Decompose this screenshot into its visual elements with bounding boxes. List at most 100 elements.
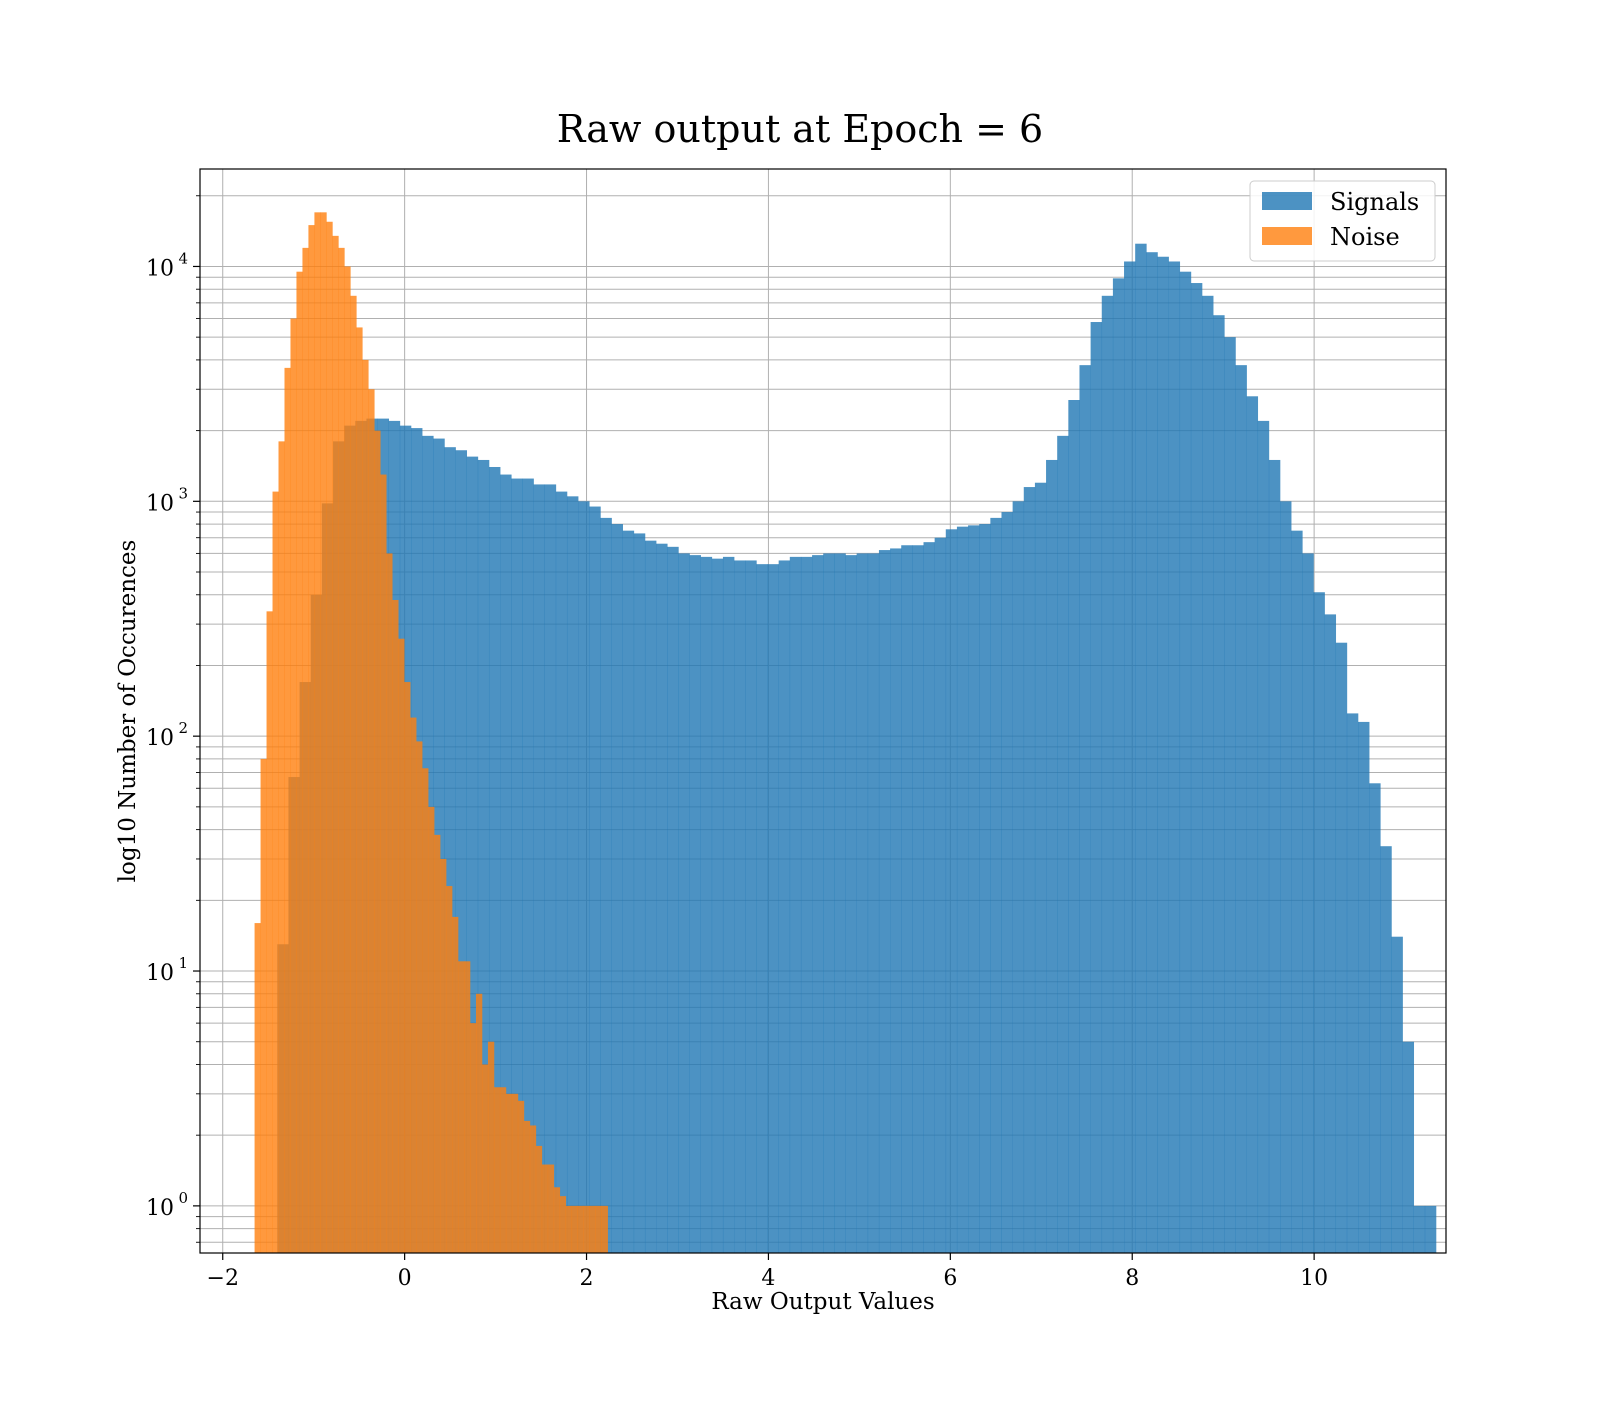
y-tick-label: 10: [146, 961, 174, 986]
x-tick-label: 10: [1300, 1266, 1328, 1291]
noise-bar: [499, 1087, 507, 1253]
signals-bar: [511, 478, 523, 1253]
noise-bar: [541, 1164, 549, 1253]
signals-bar: [1023, 487, 1036, 1253]
noise-bar: [398, 638, 405, 1253]
x-tick-label: 4: [761, 1266, 775, 1291]
noise-bar: [374, 430, 381, 1253]
legend-label-signals: Signals: [1330, 188, 1419, 216]
signals-bar: [455, 450, 468, 1253]
noise-bar: [547, 1164, 555, 1253]
signals-bar: [444, 447, 456, 1254]
signals-bar: [1034, 482, 1047, 1253]
noise-bar: [505, 1093, 513, 1253]
signals-bar: [956, 526, 969, 1253]
signals-bar: [1324, 614, 1337, 1253]
noise-bar: [553, 1187, 561, 1253]
noise-bar: [589, 1205, 596, 1253]
signals-bar: [845, 555, 857, 1253]
signals-bar: [488, 466, 501, 1254]
signals-bar: [1380, 846, 1392, 1253]
y-axis-label: log10 Number of Occurences: [115, 540, 141, 883]
x-tick-label: 6: [943, 1266, 957, 1291]
noise-bar: [272, 491, 279, 1254]
signals-bar: [1335, 642, 1348, 1253]
signals-bar: [1046, 459, 1058, 1254]
signals-bar: [1413, 1205, 1426, 1253]
signals-bar: [477, 459, 490, 1254]
signals-bar: [1391, 936, 1403, 1253]
signals-bar: [533, 484, 545, 1253]
noise-bar: [571, 1205, 579, 1253]
signals-bar: [778, 560, 791, 1253]
noise-bars: [254, 212, 608, 1254]
chart-title: Raw output at Epoch = 6: [557, 107, 1043, 151]
signals-bar: [912, 545, 924, 1253]
signals-bar: [1190, 283, 1203, 1253]
signals-bar: [1146, 252, 1158, 1254]
legend-label-noise: Noise: [1330, 223, 1400, 251]
signals-bar: [1346, 713, 1359, 1253]
noise-bar: [380, 474, 387, 1254]
x-axis-label: Raw Output Values: [711, 1289, 934, 1315]
noise-bar: [386, 553, 393, 1253]
noise-bar: [338, 247, 345, 1254]
signals-bar: [522, 478, 534, 1253]
signals-bar: [1112, 278, 1125, 1253]
noise-bar: [487, 1041, 495, 1253]
noise-bar: [422, 768, 429, 1253]
signals-bar: [890, 548, 902, 1253]
signals-bar: [812, 555, 824, 1253]
y-tick-exponent: 0: [178, 1189, 188, 1207]
signals-bar: [734, 560, 746, 1253]
y-tick-label: 10: [146, 491, 174, 516]
signals-bar: [656, 543, 668, 1253]
signals-bar: [945, 529, 958, 1253]
signals-bar: [466, 456, 479, 1253]
noise-bar: [428, 806, 435, 1253]
x-tick-label: 8: [1125, 1266, 1139, 1291]
signals-bar: [578, 501, 590, 1253]
plot-frame: [199, 168, 1447, 1254]
noise-bar: [577, 1205, 585, 1253]
noise-bar: [493, 1087, 501, 1253]
noise-bar: [404, 682, 411, 1253]
noise-bar: [314, 212, 321, 1253]
noise-bar: [481, 1064, 489, 1253]
signals-bar: [800, 556, 813, 1253]
noise-bar: [350, 295, 357, 1253]
noise-bar: [470, 1023, 477, 1253]
noise-bar: [320, 212, 327, 1253]
signals-bar: [1012, 501, 1025, 1253]
noise-bar: [446, 886, 453, 1253]
noise-bar: [565, 1205, 573, 1253]
noise-bar: [416, 741, 423, 1253]
noise-bar: [475, 993, 483, 1253]
noise-bar: [284, 367, 291, 1253]
signals-bar: [1179, 271, 1192, 1253]
noise-bar: [392, 600, 399, 1253]
signals-bar: [1213, 315, 1225, 1253]
signals-bar: [745, 560, 757, 1253]
noise-bar: [452, 916, 459, 1253]
signals-bar: [1369, 783, 1381, 1253]
signals-bar: [789, 556, 802, 1253]
noise-bar: [523, 1120, 531, 1253]
y-tick-label: 10: [146, 1196, 174, 1221]
signals-bar: [1224, 337, 1236, 1254]
noise-bar: [517, 1100, 525, 1253]
signals-bar: [722, 556, 735, 1253]
signals-bar: [1124, 261, 1136, 1253]
signals-bar: [1257, 420, 1270, 1254]
noise-bar: [583, 1205, 590, 1253]
signals-bar: [1090, 322, 1103, 1253]
signals-bar: [1402, 1041, 1415, 1253]
signals-bar: [934, 537, 947, 1253]
signals-bar: [589, 506, 601, 1253]
signals-bar: [1079, 365, 1091, 1253]
signals-bar: [1235, 365, 1247, 1253]
signals-bar: [700, 556, 713, 1253]
